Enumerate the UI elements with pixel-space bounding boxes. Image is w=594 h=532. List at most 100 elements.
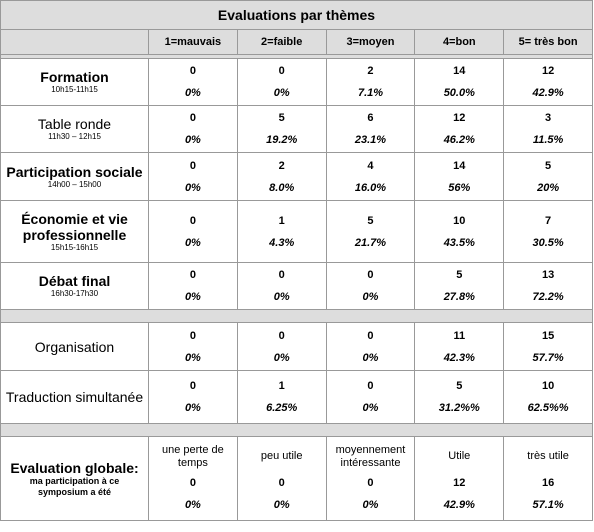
row-time: 10h15-11h15 [51,85,98,94]
value-cell: 0 0% [236,58,327,106]
value-cell: Utile 12 42.9% [414,436,505,521]
percent: 0% [184,134,201,146]
percent: 57.1% [532,498,564,511]
count: 12 [453,476,466,489]
column-header: 5= très bon [503,29,593,55]
count: 4 [367,159,374,172]
value-cell: 0 0% [325,322,416,371]
data-row: Économie et vie professionnelle 15h15-16h… [0,200,593,263]
value-cell: 13 72.2% [503,262,593,310]
value-cell: 15 57.7% [503,322,593,371]
count: 12 [541,65,555,77]
percent: 0% [273,351,290,364]
percent: 43.5% [443,236,475,249]
percent: 11.5% [532,134,564,146]
value-cell: 0 0% [148,105,238,153]
percent: 57.7% [532,351,564,364]
count: 0 [189,65,196,77]
percent: 4.3% [269,236,295,249]
value-cell: 4 16.0% [325,152,416,201]
percent: 0% [184,351,201,364]
count: 0 [189,159,196,172]
spacer-cell [0,309,593,323]
spacer-cell [0,423,593,437]
percent: 0% [184,181,201,194]
value-cell: 11 42.3% [414,322,505,371]
count: 0 [278,476,285,489]
percent: 0% [362,351,379,364]
value-cell: 0 0% [148,262,238,310]
percent: 42.3% [443,351,475,364]
count: 5 [456,380,463,392]
evaluation-table: Evaluations par thèmes 1=mauvais 2=faible… [0,0,593,521]
value-cell: 0 0% [325,370,416,424]
value-cell: 0 0% [148,200,238,263]
value-cell: 0 0% [148,370,238,424]
answer: moyennement intéressante [335,443,406,469]
row-label-cell: Organisation [0,322,149,371]
percent: 42.9% [532,87,564,99]
value-cell: 0 0% [236,262,327,310]
value-cell: 14 50.0% [414,58,505,106]
spacer-row [0,309,593,323]
count: 3 [545,112,552,124]
header-cell [0,29,149,55]
percent: 30.5% [532,236,564,249]
row-label: Organisation [34,338,115,355]
percent: 0% [362,291,379,303]
count: 0 [189,214,196,227]
header-row: 1=mauvais 2=faible 3=moyen 4=bon 5= très bon [0,29,593,55]
column-header: 2=faible [236,29,327,55]
count: 11 [453,329,466,342]
row-label: Traduction simultanée [5,389,144,405]
value-cell: 5 19.2% [236,105,327,153]
percent: 72.2% [532,291,564,303]
percent: 42.9% [443,498,475,511]
percent: 23.1% [354,134,387,146]
value-cell: 10 43.5% [414,200,505,263]
count: 0 [278,269,285,281]
count: 0 [189,269,196,281]
value-cell: 1 6.25% [236,370,327,424]
data-row: Formation 10h15-11h15 0 0% 0 0% 2 7.1% 14 50.0% 12… [0,58,593,106]
count: 2 [367,65,374,77]
count: 5 [545,159,552,172]
percent: 0% [273,87,290,99]
value-cell: 2 8.0% [236,152,327,201]
row-label: Evaluation globale: [10,459,139,476]
value-cell: 5 20% [503,152,593,201]
count: 14 [453,159,466,172]
data-row: Traduction simultanée 0 0% 1 6.25% 0 0% 5 31.2%%… [0,370,593,424]
value-cell: moyennement intéressante 0 0% [325,436,416,521]
count: 1 [278,380,285,392]
value-cell: une perte de temps 0 0% [148,436,238,521]
answer: très utile [527,450,569,462]
count: 1 [278,214,285,227]
answer: Utile [448,450,471,462]
percent: 62.5%% [527,402,569,414]
count: 10 [541,380,555,392]
value-cell: très utile 16 57.1% [503,436,593,521]
row-time: 11h30 – 12h15 [48,132,101,141]
row-label-cell: Traduction simultanée [0,370,149,424]
count: 0 [189,112,196,124]
value-cell: 2 7.1% [325,58,416,106]
percent: 27.8% [443,291,475,303]
count: 0 [189,329,196,342]
percent: 21.7% [354,236,387,249]
value-cell: 10 62.5%% [503,370,593,424]
percent: 56% [448,181,471,194]
count: 5 [367,214,374,227]
count: 7 [545,214,552,227]
percent: 7.1% [357,87,384,99]
percent: 6.25% [266,402,298,414]
data-row: Participation sociale 14h00 – 15h00 0 0% 2 8.… [0,152,593,201]
percent: 0% [362,498,379,511]
count: 10 [453,214,466,227]
percent: 31.2%% [438,402,480,414]
value-cell: 14 56% [414,152,505,201]
answer: une perte de temps [162,443,224,469]
data-row: Organisation 0 0% 0 0% 0 0% 11 42.3% 15 57.7% [0,322,593,371]
row-time: 16h30-17h30 [50,289,99,298]
